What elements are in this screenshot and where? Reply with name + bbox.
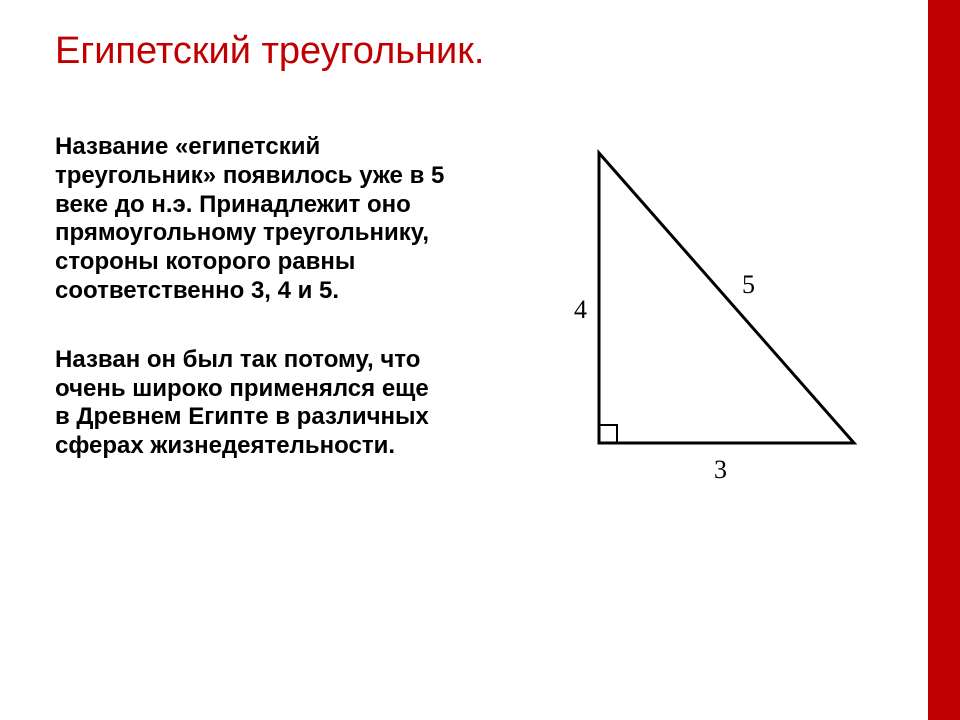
side-label-base: 3 [714,455,727,484]
triangle-path [599,153,854,443]
content-row: Название «египетский треугольник» появил… [55,133,908,493]
figure-column: 4 5 3 [480,133,908,493]
text-column: Название «египетский треугольник» появил… [55,133,450,461]
slide-title: Египетский треугольник. [55,30,908,73]
side-label-vertical: 4 [574,295,587,324]
right-angle-marker [599,425,617,443]
side-label-hypotenuse: 5 [742,270,755,299]
slide: Египетский треугольник. Название «египет… [0,0,928,720]
paragraph-2: Назван он был так потому, что очень широ… [55,346,450,461]
paragraph-1: Название «египетский треугольник» появил… [55,133,450,306]
accent-bar [928,0,960,720]
egyptian-triangle-diagram: 4 5 3 [504,133,884,493]
